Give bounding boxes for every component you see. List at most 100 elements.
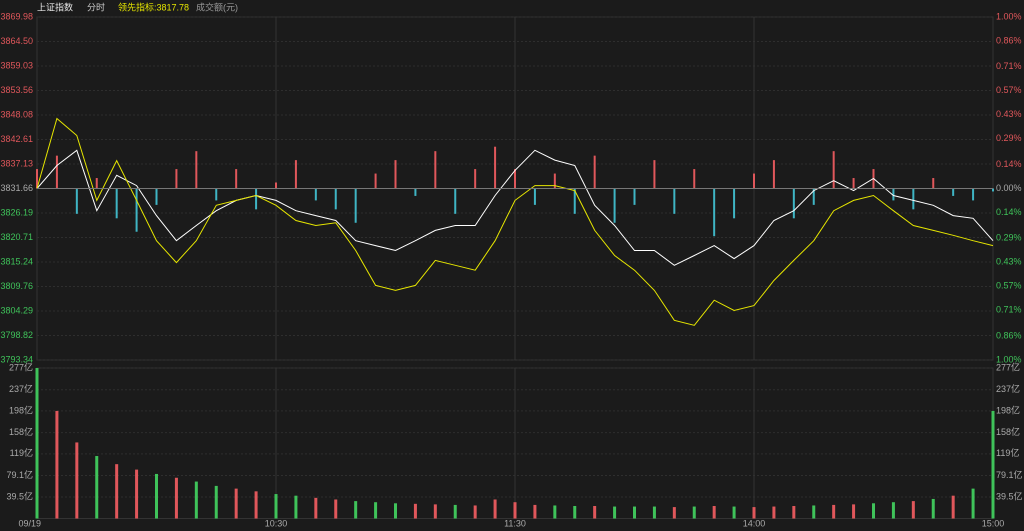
volume-bar bbox=[672, 507, 676, 519]
volume-bar bbox=[274, 494, 278, 519]
indicator-bar bbox=[235, 169, 238, 189]
indicator-bar bbox=[494, 146, 497, 189]
volume-bar bbox=[35, 368, 39, 519]
volume-bar bbox=[971, 488, 975, 519]
volume-bar bbox=[413, 503, 417, 519]
indicator-bar bbox=[892, 188, 895, 201]
indicator-bar bbox=[95, 178, 98, 189]
volume-bar bbox=[374, 502, 378, 519]
indicator-bar bbox=[733, 188, 736, 219]
volume-bar bbox=[155, 473, 158, 519]
price-line bbox=[36, 149, 994, 266]
y-tick-label: 3826.19 bbox=[0, 207, 33, 217]
volume-tick-label: 237亿 bbox=[9, 383, 33, 394]
y2-tick-label: 0.86% bbox=[996, 330, 1022, 340]
volume-tick-label-right: 198亿 bbox=[996, 404, 1020, 415]
volume-bar bbox=[254, 491, 258, 519]
volume-bar bbox=[493, 499, 497, 519]
indicator-bar bbox=[852, 178, 855, 189]
indicator-bar bbox=[434, 151, 437, 189]
volume-tick-label-right: 79.1亿 bbox=[996, 469, 1023, 480]
volume-bar bbox=[75, 442, 79, 519]
volume-bar bbox=[951, 495, 955, 519]
volume-bar bbox=[573, 506, 577, 519]
indicator-bar bbox=[653, 160, 656, 189]
indicator-bar bbox=[215, 188, 218, 201]
y-tick-label: 3869.98 bbox=[0, 11, 33, 21]
volume-bar bbox=[832, 504, 836, 519]
volume-bar bbox=[772, 506, 776, 519]
volume-tick-label-right: 277亿 bbox=[996, 361, 1020, 372]
y2-tick-label: 0.29% bbox=[996, 233, 1022, 243]
volume-bar bbox=[872, 503, 875, 519]
volume-bar bbox=[194, 481, 198, 519]
volume-bar bbox=[593, 506, 597, 519]
y-tick-label: 3853.56 bbox=[0, 85, 33, 95]
volume-tick-label: 158亿 bbox=[9, 426, 33, 437]
indicator-bar bbox=[255, 188, 258, 210]
y2-tick-label: 1.00% bbox=[996, 11, 1022, 21]
y2-tick-label: 0.14% bbox=[996, 159, 1022, 169]
volume-tick-label-right: 119亿 bbox=[996, 447, 1019, 458]
y2-tick-label: 0.29% bbox=[996, 133, 1022, 143]
indicator-bar bbox=[414, 188, 417, 196]
volume-bar bbox=[533, 504, 537, 519]
volume-bar bbox=[633, 506, 636, 519]
y-tick-label: 3831.66 bbox=[0, 183, 33, 193]
indicator-bar bbox=[593, 155, 596, 189]
volume-bar bbox=[931, 498, 935, 519]
volume-tick-label: 198亿 bbox=[9, 404, 33, 415]
volume-bar bbox=[513, 502, 517, 519]
x-tick-label: 09/19 bbox=[18, 518, 41, 528]
x-tick-label: 14:00 bbox=[743, 518, 766, 528]
volume-bar bbox=[95, 456, 99, 519]
volume-tick-label: 39.5亿 bbox=[6, 490, 33, 501]
volume-bar bbox=[692, 506, 696, 519]
indicator-bar bbox=[454, 188, 457, 214]
indicator-bar bbox=[135, 188, 138, 232]
leading-indicator: 领先指标:3817.78 bbox=[118, 1, 189, 12]
indicator-bar bbox=[753, 173, 755, 189]
volume-bar bbox=[553, 505, 557, 519]
indicator-bar bbox=[374, 173, 377, 189]
y-tick-label: 3809.76 bbox=[0, 281, 33, 291]
indicator-bar bbox=[573, 188, 576, 214]
indicator-bar bbox=[334, 188, 337, 210]
volume-bar bbox=[354, 501, 358, 519]
y-tick-label: 3815.24 bbox=[0, 256, 33, 266]
volume-bar bbox=[613, 506, 617, 519]
volume-bar bbox=[314, 497, 318, 519]
indicator-bar bbox=[474, 169, 477, 189]
indicator-bar bbox=[354, 188, 357, 223]
volume-bar bbox=[115, 464, 119, 519]
volume-bar bbox=[852, 504, 856, 519]
indicator-bar bbox=[36, 169, 38, 189]
indicator-bar bbox=[275, 182, 277, 189]
indicator-bar bbox=[394, 160, 397, 189]
turnover-label: 成交额(元) bbox=[196, 1, 238, 12]
mode-label: 分时 bbox=[87, 1, 105, 12]
indicator-bar bbox=[633, 188, 636, 205]
volume-bar bbox=[234, 488, 238, 519]
indicator-bar bbox=[713, 188, 716, 237]
volume-bar bbox=[652, 506, 656, 519]
volume-tick-label: 79.1亿 bbox=[6, 469, 33, 480]
indicator-bar bbox=[772, 160, 775, 189]
y-tick-label: 3804.29 bbox=[0, 305, 33, 315]
indicator-bar bbox=[314, 188, 317, 201]
volume-bar bbox=[394, 503, 397, 519]
volume-bar bbox=[891, 502, 895, 519]
volume-tick-label-right: 39.5亿 bbox=[996, 490, 1023, 501]
y2-tick-label: 0.86% bbox=[996, 35, 1022, 45]
volume-tick-label-right: 237亿 bbox=[996, 383, 1020, 394]
volume-bar bbox=[712, 506, 716, 519]
y2-tick-label: 0.71% bbox=[996, 305, 1022, 315]
indicator-bar bbox=[992, 188, 994, 192]
y2-tick-label: 0.43% bbox=[996, 109, 1022, 119]
y-tick-label: 3859.03 bbox=[0, 60, 33, 70]
volume-bar bbox=[473, 505, 477, 519]
indicator-bar bbox=[533, 188, 536, 205]
y2-tick-label: 0.57% bbox=[996, 85, 1022, 95]
indicator-bar bbox=[972, 188, 975, 201]
index-name: 上证指数 bbox=[37, 1, 73, 12]
